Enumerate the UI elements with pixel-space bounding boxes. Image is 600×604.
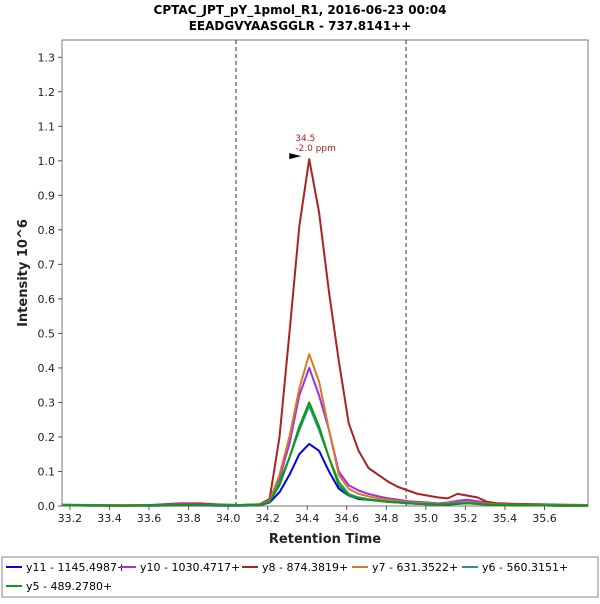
x-tick-label: 34.0 [216, 512, 241, 525]
legend-entry: y11 - 1145.4987+ [26, 561, 126, 574]
chart-title: CPTAC_JPT_pY_1pmol_R1, 2016-06-23 00:04 [154, 3, 447, 18]
x-tick-label: 34.2 [255, 512, 280, 525]
x-axis: 33.2 33.4 33.6 33.8 34.0 34.2 34.4 34.6 34.8 35.0… [58, 506, 557, 525]
plot-area [61, 39, 589, 507]
x-tick-label: 35.0 [414, 512, 439, 525]
series-line-y11 [61, 442, 588, 507]
x-tick-label: 33.2 [58, 512, 83, 525]
x-tick-label: 35.2 [453, 512, 478, 525]
series-line-y10 [61, 366, 589, 507]
series-line-y6 [62, 404, 589, 507]
x-tick-label: 34.4 [295, 512, 320, 525]
x-tick-label: 33.8 [176, 512, 201, 525]
legend-entry: y8 - 874.3819+ [262, 561, 348, 574]
peak-ppm-label: -2.0 ppm [295, 144, 336, 154]
y-tick-label: 0.3 [38, 396, 56, 409]
x-tick-label: 34.8 [374, 512, 399, 525]
y-tick-label: 0.1 [38, 465, 56, 478]
x-tick-label: 33.6 [137, 512, 162, 525]
y-axis: 0.0 0.1 0.2 0.3 0.4 0.5 0.6 0.7 0.8 0.9 1.0 1.1 1.2 1… [38, 51, 62, 513]
legend-entry: y5 - 489.2780+ [26, 580, 112, 593]
y-axis-label: Intensity 10^6 [16, 219, 31, 327]
x-tick-label: 34.6 [335, 512, 360, 525]
legend: y11 - 1145.4987+ y10 - 1030.4717+ y8 - 874… [6, 561, 568, 593]
y-tick-label: 0.9 [38, 189, 56, 202]
x-axis-label: Retention Time [269, 532, 381, 547]
series-line-y5 [62, 401, 588, 507]
y-tick-label: 0.8 [38, 224, 56, 237]
y-tick-label: 0.7 [38, 258, 56, 271]
y-tick-label: 1.2 [38, 86, 56, 99]
x-tick-label: 33.4 [97, 512, 122, 525]
legend-entry: y7 - 631.3522+ [372, 561, 458, 574]
y-tick-label: 1.1 [38, 120, 56, 133]
y-tick-label: 1.3 [38, 51, 56, 64]
peak-rt-label: 34.5 [295, 134, 315, 144]
series-line-y7 [61, 353, 588, 507]
x-tick-label: 35.6 [532, 512, 557, 525]
y-tick-label: 0.2 [38, 431, 56, 444]
y-tick-label: 0.6 [38, 293, 56, 306]
peak-marker-icon [289, 153, 302, 160]
boundary-lines [235, 40, 407, 506]
legend-box [1, 556, 599, 598]
y-tick-label: 0.5 [38, 327, 56, 340]
y-tick-label: 0.0 [38, 500, 56, 513]
y-tick-label: 1.0 [38, 155, 56, 168]
chart-subtitle: EEADGVYAASGGLR - 737.8141++ [189, 19, 412, 33]
series-line-y8 [61, 158, 589, 507]
series-lines [61, 158, 589, 507]
legend-entry: y10 - 1030.4717+ [140, 561, 240, 574]
legend-entry: y6 - 560.3151+ [482, 561, 568, 574]
x-tick-label: 35.4 [493, 512, 518, 525]
y-tick-label: 0.4 [38, 362, 56, 375]
peak-annotation: 34.5-2.0 ppm [289, 134, 336, 160]
